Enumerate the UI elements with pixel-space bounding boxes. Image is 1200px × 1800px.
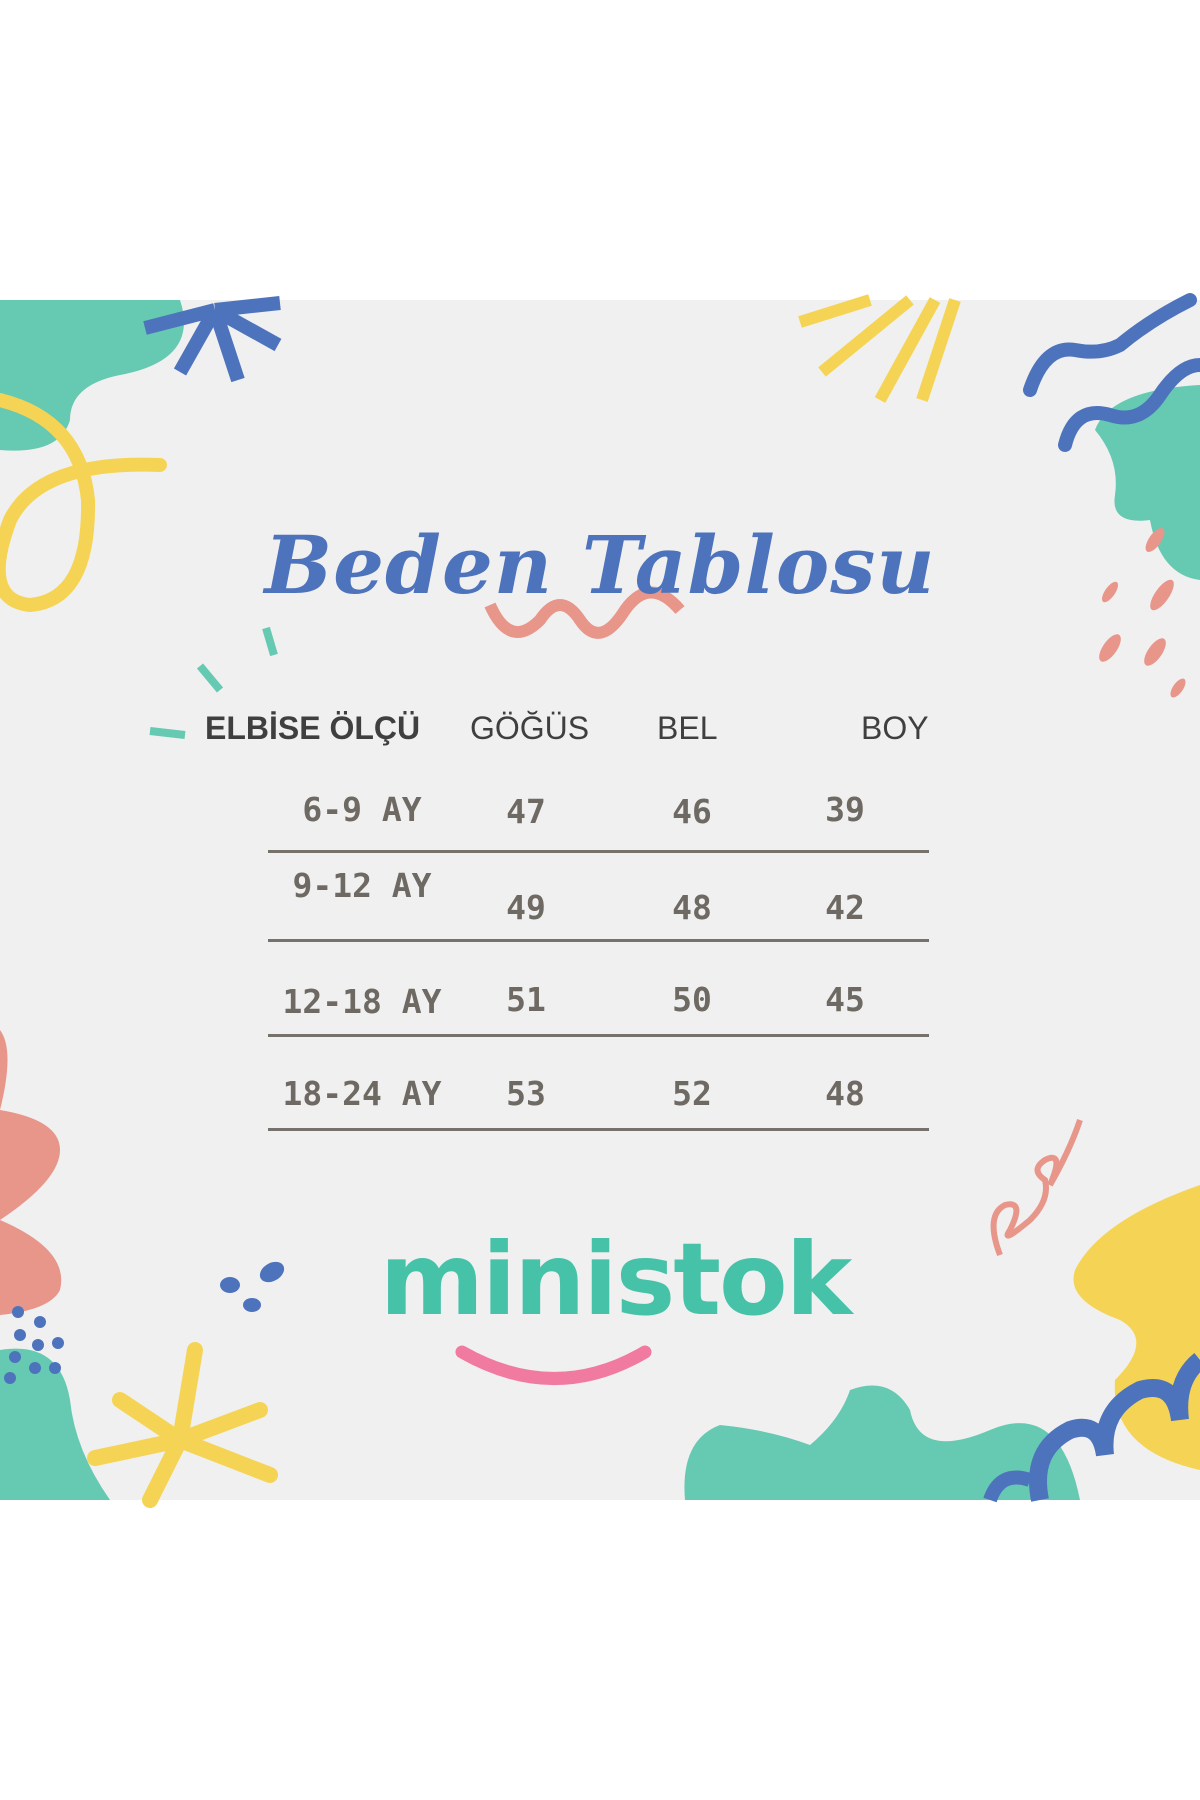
coral-squiggle <box>484 586 685 639</box>
coral-drops <box>1099 528 1186 698</box>
row-chest: 53 <box>506 1074 546 1113</box>
teal-blob-bottom <box>684 1385 1080 1500</box>
yellow-rays <box>798 294 961 403</box>
row-chest: 47 <box>506 792 546 831</box>
row-waist: 50 <box>672 980 712 1019</box>
row-size: 18-24 AY <box>282 1074 442 1113</box>
row-divider <box>268 939 929 942</box>
header-chest: GÖĞÜS <box>470 710 590 746</box>
blue-drops <box>220 1261 285 1312</box>
row-size: 6-9 AY <box>302 790 422 829</box>
row-length: 45 <box>825 980 865 1019</box>
blue-loops <box>1029 1352 1200 1502</box>
header-size: ELBİSE ÖLÇÜ <box>205 710 421 746</box>
yellow-star <box>87 1342 278 1508</box>
teal-blob-bottom-left <box>0 1348 110 1500</box>
coral-blob-left <box>0 1030 62 1315</box>
row-length: 48 <box>825 1074 865 1113</box>
header-length: BOY <box>861 710 929 746</box>
row-divider <box>268 1128 929 1131</box>
brand-logo: ministok <box>379 1221 852 1338</box>
teal-blob-top-right <box>1095 385 1200 580</box>
blue-asterisk <box>143 296 282 383</box>
row-length: 42 <box>825 888 865 927</box>
row-waist: 46 <box>672 792 712 831</box>
row-divider <box>268 1034 929 1037</box>
row-divider <box>268 850 929 853</box>
chart-panel <box>0 300 1200 1500</box>
page-title: Beden Tablosu <box>264 518 936 612</box>
coral-spiral <box>990 1119 1083 1257</box>
row-length: 39 <box>825 790 865 829</box>
row-waist: 48 <box>672 888 712 927</box>
blue-loops-2 <box>983 1470 1033 1503</box>
row-chest: 49 <box>506 888 546 927</box>
row-chest: 51 <box>506 980 546 1019</box>
row-size: 12-18 AY <box>282 982 442 1021</box>
row-waist: 52 <box>672 1074 712 1113</box>
header-waist: BEL <box>657 710 718 746</box>
blue-dots <box>4 1306 64 1384</box>
logo-smile-icon <box>455 1345 652 1385</box>
blue-zigzag <box>1023 293 1197 397</box>
teal-dashes <box>149 626 278 739</box>
blue-zigzag-2 <box>1058 358 1200 452</box>
row-size: 9-12 AY <box>292 866 432 905</box>
yellow-loop <box>0 393 167 613</box>
